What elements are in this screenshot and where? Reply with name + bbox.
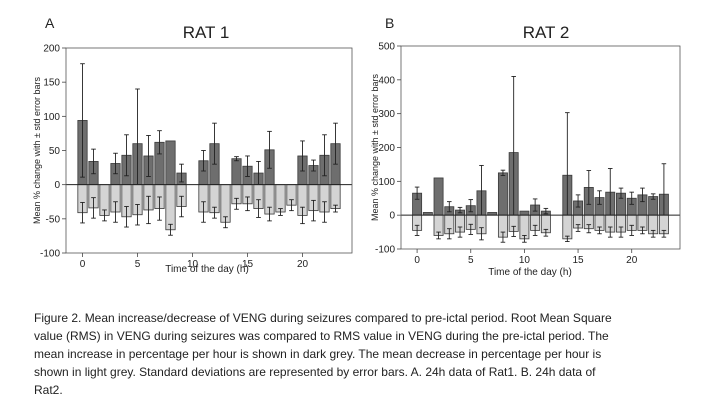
- caption-line: mean increase in percentage per hour is …: [34, 347, 602, 361]
- chart-title: RAT 2: [523, 23, 570, 42]
- bar: [231, 158, 242, 186]
- y-tick-label: 50: [49, 146, 61, 157]
- x-tick-label: 20: [297, 259, 309, 270]
- bar: [519, 210, 530, 216]
- bar: [433, 177, 444, 216]
- y-tick-label: -100: [40, 249, 60, 260]
- y-tick-label: 400: [378, 75, 395, 86]
- y-axis-label: Mean % change with ± std error bars: [32, 77, 42, 225]
- x-axis-label: Time of the day (h): [165, 264, 249, 275]
- caption-line: value (RMS) in VENG during seizures was …: [34, 329, 609, 343]
- y-tick-label: 100: [43, 112, 60, 123]
- panel-label: B: [385, 15, 394, 31]
- plot-frame: [65, 47, 353, 254]
- caption-line: shown in light grey. Standard deviations…: [34, 365, 596, 379]
- chart-panel-a: A RAT 1 -100 -50 0 50 100 150 200 0 5 10 15 20 Time of…: [32, 15, 353, 275]
- y-tick-label: 0: [389, 211, 395, 222]
- x-tick-label: 5: [468, 255, 474, 266]
- bar: [497, 172, 508, 216]
- y-tick-label: 0: [54, 180, 60, 191]
- y-tick-label: -100: [375, 245, 395, 256]
- x-axis-label: Time of the day (h): [488, 267, 572, 278]
- chart-panel-b: B RAT 2 -100 0 100 200 300 400 500 0 5 10 15 20 Time o…: [370, 15, 681, 278]
- x-tick-label: 10: [187, 259, 199, 270]
- bar: [165, 184, 176, 231]
- bar: [562, 214, 573, 240]
- series-decrease: [412, 214, 669, 243]
- y-tick-label: 500: [378, 42, 395, 53]
- x-tick-label: 5: [135, 259, 141, 270]
- y-tick-label: 300: [378, 109, 395, 120]
- series-increase: [77, 63, 341, 199]
- x-tick-label: 10: [519, 255, 531, 266]
- series-decrease: [77, 184, 341, 236]
- y-tick-label: 100: [378, 177, 395, 188]
- x-tick-label: 0: [414, 255, 420, 266]
- bar: [275, 184, 286, 213]
- series-increase: [412, 75, 669, 239]
- bar: [165, 140, 176, 186]
- x-tick-label: 20: [626, 255, 638, 266]
- caption-line: Rat2.: [34, 383, 63, 397]
- figure-caption: Figure 2. Mean increase/decrease of VENG…: [34, 309, 686, 399]
- panel-label: A: [45, 15, 55, 31]
- x-tick-label: 15: [572, 255, 584, 266]
- y-tick-label: 200: [43, 44, 60, 55]
- x-tick-label: 0: [80, 259, 86, 270]
- chart-title: RAT 1: [183, 23, 230, 42]
- y-axis-label: Mean % change with ± std error bars: [370, 74, 380, 222]
- y-tick-label: 200: [378, 143, 395, 154]
- x-tick-label: 15: [242, 259, 254, 270]
- y-tick-label: -50: [46, 214, 61, 225]
- caption-line: Figure 2. Mean increase/decrease of VENG…: [34, 311, 612, 325]
- y-tick-label: 150: [43, 78, 60, 89]
